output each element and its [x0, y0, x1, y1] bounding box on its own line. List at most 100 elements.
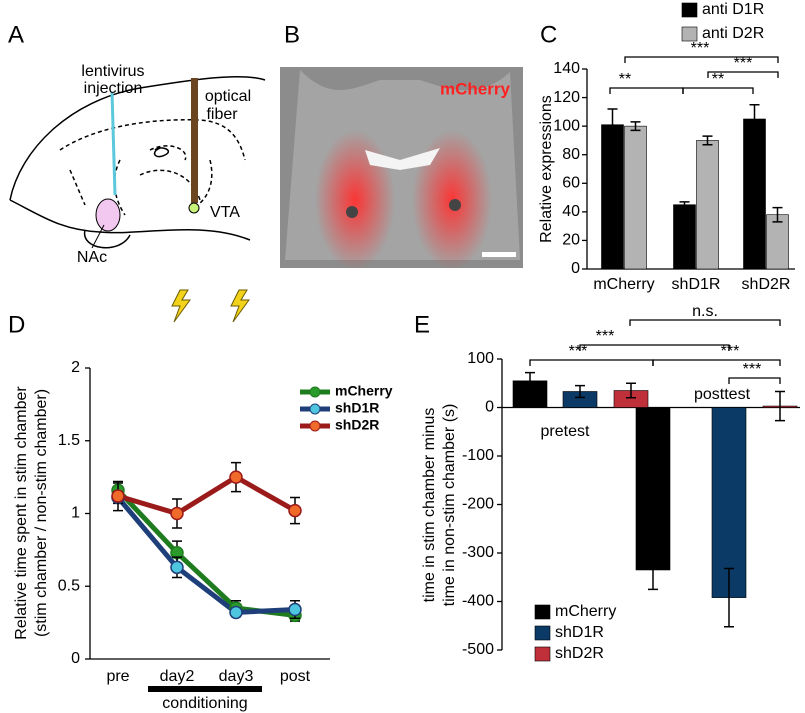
bar: [673, 204, 696, 270]
y-tick-label: 0: [71, 650, 80, 667]
y-tick-label: -400: [462, 593, 494, 610]
y-tick-label: -300: [462, 544, 494, 561]
significance-label: ***: [569, 343, 588, 360]
y-tick-label: 2: [71, 359, 80, 376]
significance-label: n.s.: [692, 303, 718, 320]
significance-bracket: [529, 359, 654, 366]
category-label: mCherry: [593, 276, 654, 293]
label: fiber: [206, 106, 238, 123]
error-bar: [702, 135, 713, 146]
label: VTA: [210, 204, 240, 221]
y-tick-label: 1.5: [58, 432, 80, 449]
category-label: pre: [106, 668, 129, 685]
error-bar: [648, 549, 658, 591]
nac-region: [95, 198, 121, 232]
panel-label: C: [540, 21, 557, 48]
panel-label: B: [284, 21, 300, 48]
significance-label: ***: [596, 328, 615, 345]
category-label: post: [280, 668, 311, 685]
category-label: shD2R: [742, 276, 791, 293]
error-bar: [626, 382, 636, 399]
y-tick-label: 60: [562, 175, 580, 192]
point: [229, 605, 243, 620]
legend-label: mCherry: [335, 383, 393, 399]
conditioning-bar: [148, 686, 262, 692]
panel-label: D: [8, 311, 25, 338]
label: NAc: [77, 249, 107, 266]
legend-swatch: [681, 26, 698, 42]
y-tick-label: -200: [462, 496, 494, 513]
significance-label: ***: [721, 343, 740, 360]
error-bar: [679, 201, 690, 209]
significance-label: ***: [743, 361, 762, 378]
y-tick-label: -500: [462, 641, 494, 658]
y-tick-label: 1: [71, 505, 80, 522]
error-bar: [630, 121, 641, 132]
legend-label: shD1R: [555, 624, 604, 641]
bar: [743, 118, 766, 270]
legend-label: shD2R: [335, 417, 379, 433]
series-line: [116, 488, 296, 618]
error-bar: [575, 384, 585, 399]
y-tick-label: 40: [562, 203, 580, 220]
significance-bracket: [609, 87, 684, 94]
significance-label: ***: [734, 55, 753, 72]
y-tick-label: 20: [562, 232, 580, 249]
y-tick-label: 140: [553, 60, 580, 77]
label: optical: [205, 88, 251, 105]
significance-bracket: [682, 87, 754, 94]
significance-label: **: [712, 71, 724, 88]
significance-bracket: [629, 319, 781, 326]
legend-label: shD2R: [555, 645, 604, 662]
y-tick-label: 0: [571, 260, 580, 277]
optical-fiber: [191, 78, 198, 203]
y-tick-label: 120: [553, 89, 580, 106]
y-axis-label: Relative expressions: [538, 95, 555, 243]
bar: [696, 140, 719, 270]
point: [170, 560, 184, 575]
error-bar: [775, 390, 785, 422]
bar: [766, 214, 789, 270]
legend-marker: [309, 420, 321, 432]
category-label: day3: [219, 668, 254, 685]
panel-label: A: [8, 21, 24, 48]
error-bar: [772, 206, 783, 223]
legend-marker: [309, 386, 321, 398]
vta-region: [188, 202, 200, 214]
bar: [601, 124, 624, 270]
image-label: mCherry: [440, 79, 510, 98]
y-tick-label: 80: [562, 146, 580, 163]
injection-needle: [110, 91, 117, 196]
significance-bracket: [624, 56, 779, 63]
legend-swatch: [681, 2, 698, 18]
y-axis-label: Relative time spent in stim chamber: [13, 386, 30, 640]
point: [288, 503, 302, 518]
label: injection: [84, 80, 143, 97]
stimulation-icon: [171, 289, 250, 323]
error-bar: [749, 103, 760, 135]
histology-image: [280, 67, 523, 270]
error-bar: [607, 108, 618, 142]
legend-swatch: [534, 604, 551, 620]
y-axis-label: (stim chamber / non-stim chamber): [33, 389, 50, 637]
significance-bracket: [728, 377, 781, 384]
point: [111, 489, 125, 503]
y-tick-label: 0.5: [58, 577, 80, 594]
x-axis-label: conditioning: [162, 695, 247, 712]
legend-swatch: [534, 625, 551, 641]
legend-swatch: [534, 646, 551, 662]
point: [229, 470, 243, 484]
category-label: posttest: [694, 386, 751, 403]
panel-label: E: [414, 311, 430, 338]
legend-marker: [309, 403, 321, 415]
legend-label: mCherry: [555, 603, 616, 620]
legend-label: anti D1R: [702, 1, 764, 18]
category-label: pretest: [541, 423, 590, 440]
significance-bracket: [707, 71, 779, 78]
y-axis-label: time in stim chamber minus: [421, 408, 438, 603]
series-line: [116, 495, 296, 615]
y-tick-label: -100: [462, 447, 494, 464]
point: [170, 506, 184, 521]
error-bar: [724, 567, 734, 628]
